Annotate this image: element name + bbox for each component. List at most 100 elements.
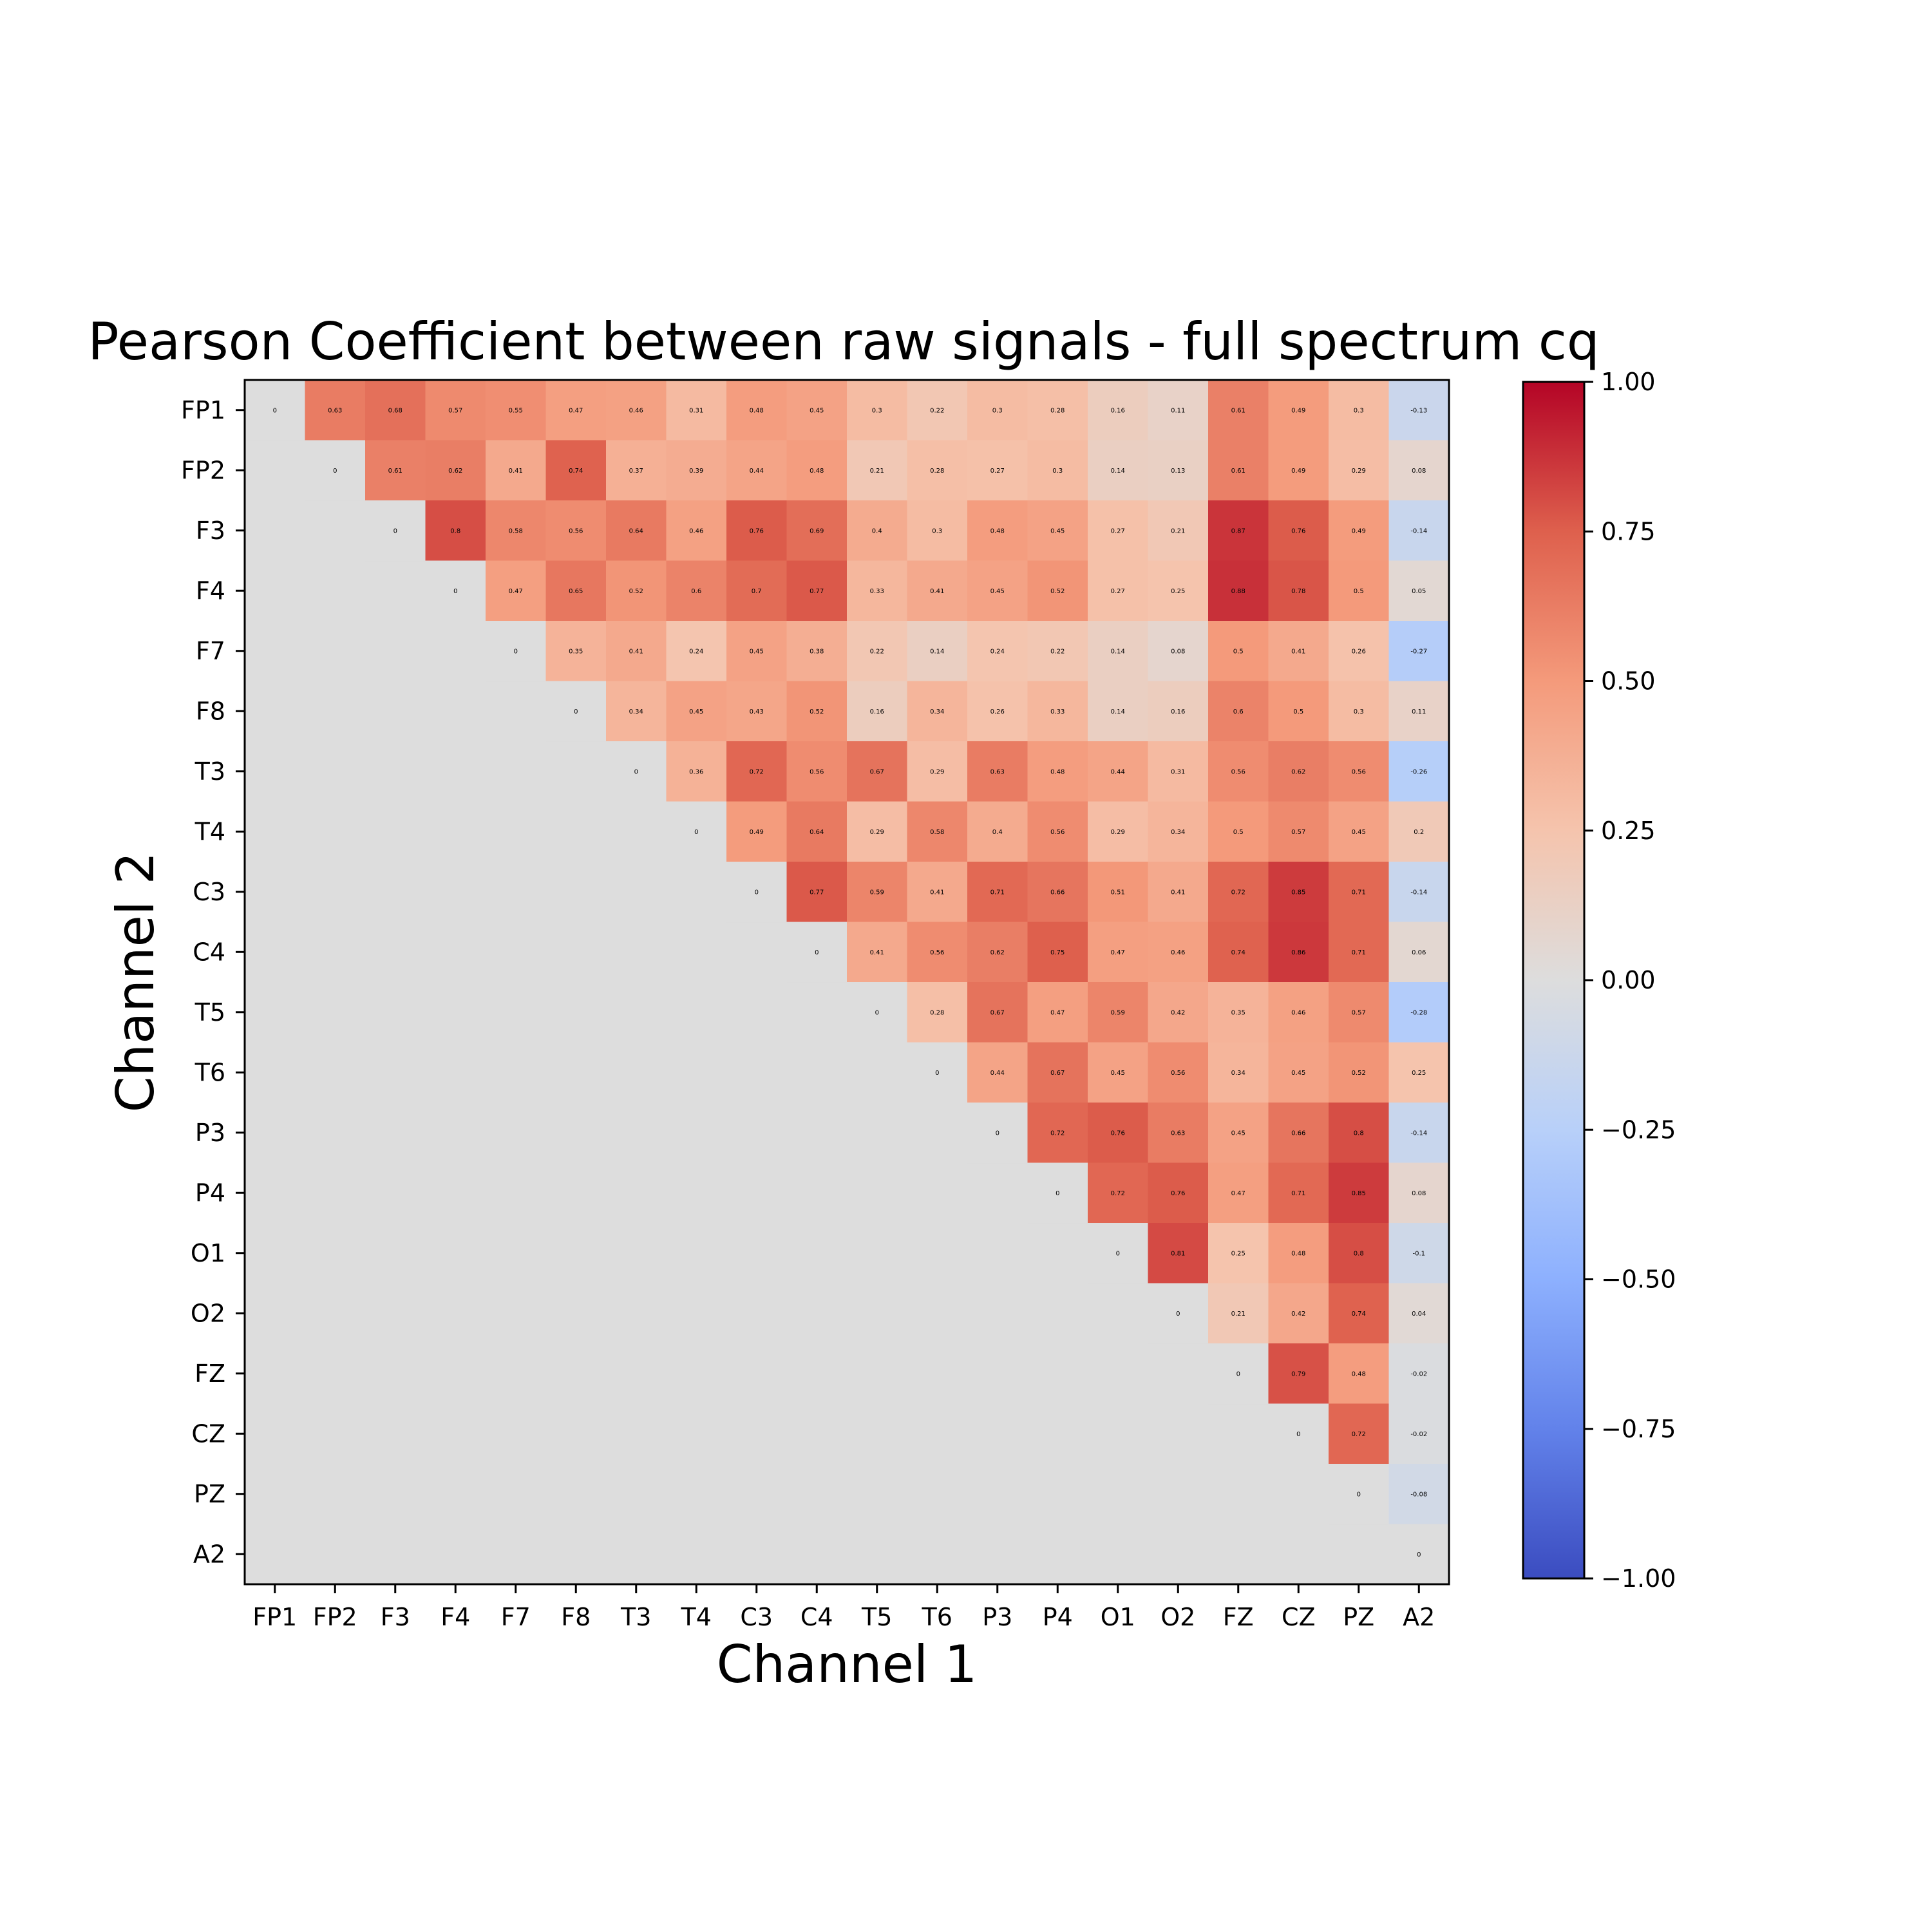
cell-value-label: -0.28	[1410, 1009, 1427, 1016]
cell-value-label: 0.26	[990, 708, 1005, 715]
heatmap-cell	[1329, 500, 1390, 562]
cell-value-label: 0.49	[1291, 407, 1305, 414]
cell-value-label: 0.55	[509, 407, 523, 414]
cell-value-label: 0.67	[990, 1009, 1005, 1016]
cell-value-label: 0.25	[1231, 1250, 1245, 1257]
cell-value-label: 0.16	[1171, 708, 1185, 715]
heatmap-cell	[245, 380, 306, 441]
cell-value-label: 0.62	[448, 468, 462, 475]
cell-value-label: 0.37	[629, 468, 643, 475]
cell-value-label: 0.69	[810, 527, 824, 535]
cell-value-label: 0.76	[1291, 527, 1305, 535]
heatmap-cell	[1268, 982, 1329, 1043]
cell-value-label: 0.8	[1354, 1130, 1364, 1137]
cell-value-label: 0.45	[1352, 829, 1366, 836]
cell-value-label: -0.02	[1410, 1370, 1427, 1378]
cell-value-label: 0.36	[689, 768, 703, 775]
heatmap-cell	[1027, 621, 1088, 682]
cell-value-label: 0.59	[870, 889, 884, 896]
cell-value-label: 0	[453, 588, 457, 595]
heatmap-cell	[1268, 1042, 1329, 1103]
heatmap-cell	[1208, 440, 1269, 501]
x-tick-label: FZ	[1223, 1603, 1254, 1631]
cell-value-label: 0.28	[1050, 407, 1065, 414]
x-axis-ticks: FP1 FP2 F3 F4 F7 F8 T3 T4 C3 C4 T5 T6 P3 P4 O1 O2 FZ CZ PZ…	[252, 1584, 1435, 1631]
x-tick-label: C4	[800, 1603, 833, 1631]
heatmap-cell	[1088, 1103, 1149, 1164]
x-tick-label: PZ	[1343, 1603, 1374, 1631]
heatmap-cell	[726, 681, 788, 742]
cell-value-label: 0.41	[509, 468, 523, 475]
heatmap-cell	[1388, 440, 1450, 501]
cell-value-label: 0.22	[930, 407, 944, 414]
cell-value-label: 0.44	[990, 1070, 1005, 1077]
cell-value-label: 0.88	[1231, 588, 1245, 595]
cell-value-label: -0.1	[1412, 1250, 1425, 1257]
y-tick-label: F7	[196, 637, 225, 665]
heatmap-cell	[1388, 1162, 1450, 1224]
cell-value-label: 0.76	[1171, 1190, 1185, 1197]
heatmap-cell	[1027, 982, 1088, 1043]
heatmap-cell	[786, 621, 848, 682]
heatmap-cell	[1388, 1403, 1450, 1464]
heatmap-cell	[1329, 1162, 1390, 1224]
heatmap-cell	[1329, 681, 1390, 742]
cell-value-label: 0	[875, 1009, 879, 1016]
heatmap-cell	[606, 560, 667, 621]
cell-value-label: 0.68	[388, 407, 402, 414]
heatmap-cell	[486, 500, 547, 562]
cell-value-label: 0.48	[750, 407, 764, 414]
cell-value-label: 0.22	[870, 648, 884, 655]
cell-value-label: 0.41	[930, 889, 944, 896]
cell-value-label: 0.41	[870, 949, 884, 956]
y-tick-label: O2	[191, 1299, 225, 1327]
cell-value-label: 0.61	[1231, 407, 1245, 414]
cell-value-label: 0.28	[930, 468, 944, 475]
cell-value-label: 0.47	[1231, 1190, 1245, 1197]
cell-value-label: -0.14	[1410, 527, 1427, 535]
heatmap-cell	[1268, 621, 1329, 682]
heatmap-cell	[1027, 801, 1088, 862]
heatmap-cell	[1388, 1103, 1450, 1164]
colorbar-tick-label: 0.75	[1601, 517, 1656, 545]
heatmap-cell	[1268, 500, 1329, 562]
cell-value-label: 0.47	[1050, 1009, 1065, 1016]
heatmap-cell	[726, 621, 788, 682]
cell-value-label: 0.21	[1231, 1311, 1245, 1318]
cell-value-label: 0.56	[569, 527, 583, 535]
cell-value-label: 0.26	[1352, 648, 1366, 655]
heatmap-cell	[967, 500, 1028, 562]
cell-value-label: 0.21	[1171, 527, 1185, 535]
cell-value-label: 0.76	[750, 527, 764, 535]
heatmap-cell	[606, 500, 667, 562]
cell-value-label: 0.56	[930, 949, 944, 956]
cell-value-label: 0.52	[1352, 1070, 1366, 1077]
cell-value-label: 0.66	[1050, 889, 1065, 896]
heatmap-cell	[486, 560, 547, 621]
heatmap-cell	[1148, 922, 1209, 983]
heatmap-cells	[245, 380, 1450, 1585]
cell-value-label: 0	[1056, 1190, 1059, 1197]
heatmap-cell	[1388, 1524, 1450, 1585]
cell-value-label: 0.24	[990, 648, 1005, 655]
cell-value-label: 0.56	[810, 768, 824, 775]
cell-value-label: 0.45	[750, 648, 764, 655]
cell-value-label: 0.48	[1352, 1370, 1366, 1378]
heatmap-cell	[1208, 1042, 1269, 1103]
cell-value-label: 0.42	[1291, 1311, 1305, 1318]
heatmap-cell	[786, 440, 848, 501]
cell-value-label: 0.34	[930, 708, 944, 715]
cell-value-label: 0.56	[1171, 1070, 1185, 1077]
cell-value-label: 0.86	[1291, 949, 1305, 956]
cell-value-label: 0.56	[1231, 768, 1245, 775]
heatmap-cell	[847, 440, 908, 501]
heatmap-cell	[486, 380, 547, 441]
heatmap-cell	[1268, 560, 1329, 621]
cell-value-label: 0.71	[1352, 889, 1366, 896]
cell-value-label: 0.72	[1050, 1130, 1065, 1137]
x-tick-label: O2	[1160, 1603, 1195, 1631]
heatmap-cell	[1329, 560, 1390, 621]
heatmap-cell	[726, 741, 788, 802]
cell-value-label: 0.21	[870, 468, 884, 475]
